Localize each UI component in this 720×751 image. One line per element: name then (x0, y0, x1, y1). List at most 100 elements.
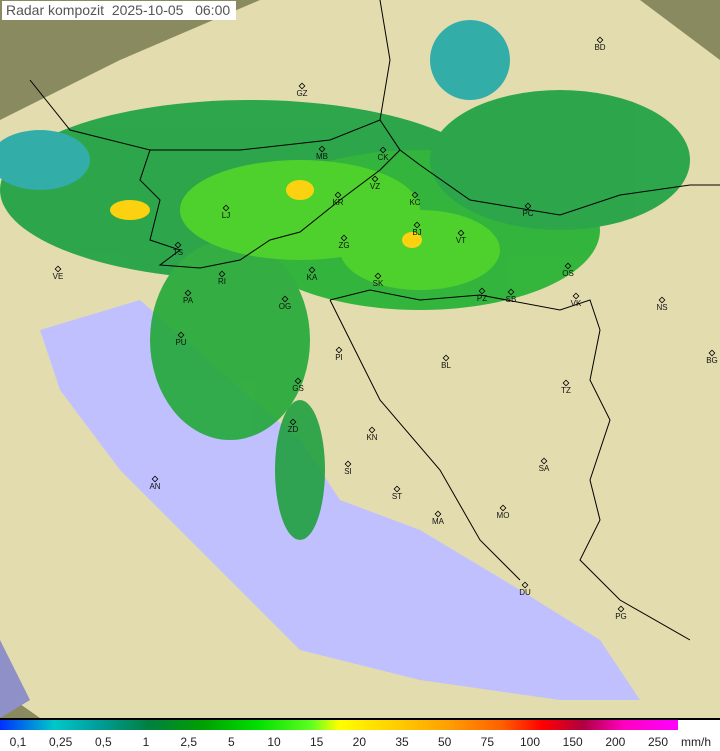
city-marker (177, 331, 185, 339)
city-marker (289, 418, 297, 426)
legend-tick: 200 (605, 735, 626, 749)
city-marker (184, 289, 192, 297)
map-title: Radar kompozit 2025-10-05 06:00 (2, 1, 237, 20)
city-marker (374, 272, 382, 280)
city-marker (434, 510, 442, 518)
precipitation (0, 20, 690, 540)
city-label: ST (391, 492, 403, 501)
city-marker (540, 457, 548, 465)
legend-tick: 50 (437, 735, 452, 749)
city-marker (457, 229, 465, 237)
city-label: PU (175, 338, 187, 347)
city-label: TS (172, 248, 184, 257)
city-label: VE (52, 272, 64, 281)
borders (29, 0, 720, 641)
city-label: SA (538, 464, 550, 473)
city-marker (521, 581, 529, 589)
legend-divider (0, 718, 720, 720)
city-label: KR (332, 198, 344, 207)
city-label: VZ (369, 182, 381, 191)
city-label: MB (316, 152, 328, 161)
city-label: GZ (296, 89, 308, 98)
city-marker (294, 377, 302, 385)
city-label: MO (496, 511, 510, 520)
city-label: LJ (221, 211, 231, 220)
legend-tick: 10 (267, 735, 281, 749)
legend-tick: 35 (395, 735, 409, 749)
city-marker (344, 460, 352, 468)
legend-tick: 5 (227, 735, 235, 749)
city-label: PI (335, 353, 343, 362)
city-label: GS (292, 384, 304, 393)
city-marker (298, 82, 306, 90)
city-label: SB (505, 295, 517, 304)
city-label: PC (522, 209, 534, 218)
legend-tick: 75 (480, 735, 495, 749)
legend-tick: 20 (352, 735, 367, 749)
city-marker (335, 346, 343, 354)
city-marker (478, 287, 486, 295)
city-marker (340, 234, 348, 242)
city-label: PA (182, 296, 194, 305)
city-marker (334, 191, 342, 199)
city-marker (174, 241, 182, 249)
city-marker (572, 292, 580, 300)
city-label: BJ (412, 228, 422, 237)
city-label: CK (377, 153, 389, 162)
city-marker (564, 262, 572, 270)
city-marker (368, 426, 376, 434)
city-marker (708, 349, 716, 357)
city-label: PG (615, 612, 627, 621)
city-marker (658, 296, 666, 304)
city-marker (507, 288, 515, 296)
legend-tick: 2,5 (180, 735, 197, 749)
city-marker (393, 485, 401, 493)
legend-tick: 1 (142, 735, 150, 749)
city-label: RI (218, 277, 226, 286)
legend-tick: 15 (309, 735, 324, 749)
city-label: VT (455, 236, 467, 245)
city-label: NS (656, 303, 668, 312)
city-marker (442, 354, 450, 362)
city-marker (617, 605, 625, 613)
legend-unit: mm/h (681, 735, 711, 749)
city-marker (371, 175, 379, 183)
city-label: BG (706, 356, 718, 365)
city-label: MA (432, 517, 444, 526)
city-label: TZ (561, 386, 571, 395)
city-label: SK (372, 279, 384, 288)
city-marker (151, 475, 159, 483)
legend-tick: 0,1 (9, 735, 27, 749)
legend-tick: 0,25 (48, 735, 73, 749)
city-marker (596, 36, 604, 44)
city-label: BL (441, 361, 451, 370)
city-label: ZD (287, 425, 299, 434)
city-marker (54, 265, 62, 273)
city-label: AN (149, 482, 161, 491)
city-label: SI (344, 467, 352, 476)
city-marker (411, 191, 419, 199)
city-label: KN (366, 433, 378, 442)
legend-tick: 250 (647, 735, 669, 749)
legend-tick: 100 (519, 735, 541, 749)
city-label: DU (519, 588, 531, 597)
city-marker (318, 145, 326, 153)
city-label: ZG (338, 241, 350, 250)
city-marker (413, 221, 421, 229)
city-label: PZ (476, 294, 488, 303)
city-marker (218, 270, 226, 278)
city-marker (222, 204, 230, 212)
city-label: VK (570, 299, 582, 308)
city-marker (308, 266, 316, 274)
radar-map[interactable] (0, 0, 720, 718)
legend-tick: 150 (562, 735, 583, 749)
city-label: BD (594, 43, 606, 52)
city-label: KC (409, 198, 421, 207)
city-marker (499, 504, 507, 512)
city-label: OS (562, 269, 574, 278)
city-marker (379, 146, 387, 154)
city-marker (524, 202, 532, 210)
city-label: KA (306, 273, 318, 282)
precipitation-color-scale (0, 720, 678, 730)
city-label: OG (278, 302, 292, 311)
